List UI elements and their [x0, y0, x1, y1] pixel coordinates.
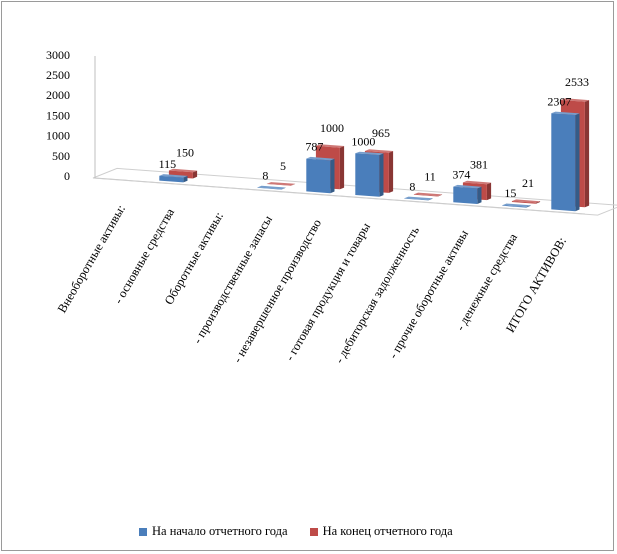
data-label: 2533 [565, 75, 589, 89]
legend-label-start: На начало отчетного года [152, 524, 288, 538]
bar-side [388, 151, 394, 193]
bar-start [404, 196, 433, 201]
bar-top [453, 184, 482, 189]
bar-start [551, 111, 580, 212]
y-tick-label: 0 [64, 169, 70, 183]
bar-side [281, 187, 286, 190]
bar-top [355, 151, 384, 156]
bar-top [168, 168, 198, 173]
bar-front [413, 194, 438, 197]
bar-side [486, 182, 492, 201]
data-label: 8 [409, 179, 415, 193]
bar-side [535, 201, 541, 204]
bar-top [159, 174, 188, 178]
data-label: 115 [159, 157, 177, 171]
floor [92, 167, 617, 216]
bar-side [379, 153, 384, 197]
bar-top [413, 192, 443, 197]
data-label: 1000 [351, 134, 375, 148]
bar-front [453, 186, 478, 204]
data-label: 374 [452, 168, 470, 182]
bar-side [339, 146, 345, 190]
bar-top [551, 111, 580, 115]
bar-side [477, 186, 482, 204]
bar-start [502, 203, 531, 208]
bar-start [355, 151, 384, 197]
bar-side [183, 175, 188, 183]
bar-top [462, 180, 492, 185]
bar-start [453, 184, 482, 204]
data-label: 381 [470, 158, 488, 172]
data-label: 5 [280, 159, 286, 173]
bar-front [257, 187, 282, 190]
bar-front [511, 201, 536, 204]
bar-side [290, 183, 296, 186]
category-label: - незавершенное производство [230, 217, 324, 366]
bar-top [502, 203, 531, 207]
y-tick-label: 2500 [46, 68, 70, 82]
bar-side [584, 100, 590, 208]
bar-top [511, 199, 541, 203]
bar-start [257, 185, 286, 190]
bar-side [575, 113, 580, 212]
legend-item-end: На конец отчетного года [309, 524, 453, 539]
data-label: 15 [504, 186, 516, 200]
data-label: 21 [522, 176, 534, 190]
data-label: 965 [372, 126, 390, 140]
legend-item-start: На начало отчетного года [139, 524, 288, 539]
bar-top [257, 185, 286, 190]
bar-top [404, 196, 433, 200]
legend: На начало отчетного года На конец отчетн… [139, 524, 475, 539]
legend-swatch-start [139, 527, 147, 536]
bar-front [266, 183, 291, 186]
bar-end [511, 199, 541, 204]
bar-side [428, 198, 433, 201]
bar-front [551, 113, 576, 212]
bar-top [306, 156, 335, 161]
data-label: 2307 [547, 94, 571, 108]
bar-top [364, 149, 394, 153]
bar-side [330, 158, 335, 194]
data-label: 787 [305, 140, 323, 154]
bar-side [526, 205, 531, 208]
bar-start [159, 174, 188, 183]
bar-start [306, 156, 335, 194]
data-label: 8 [262, 169, 268, 183]
bar-front [404, 198, 429, 201]
bar-front [159, 175, 184, 183]
y-tick-label: 500 [52, 149, 70, 163]
bar-top [266, 182, 296, 186]
y-tick-label: 1000 [46, 129, 70, 143]
y-tick-label: 3000 [46, 48, 70, 62]
bar-front [306, 158, 331, 194]
y-tick-label: 2000 [46, 88, 70, 102]
y-tick-label: 1500 [46, 108, 70, 122]
data-label: 150 [176, 146, 194, 160]
bar-front [355, 153, 380, 197]
bar-end [413, 192, 443, 197]
bar-end [266, 182, 296, 186]
bar-side [437, 194, 443, 197]
data-label: 1000 [320, 121, 344, 135]
bar-front [502, 205, 527, 208]
legend-swatch-end [309, 527, 318, 536]
bar-top [315, 144, 345, 148]
data-label: 11 [424, 169, 436, 183]
legend-label-end: На конец отчетного года [322, 524, 453, 538]
category-label: - готовая продукция и товары [282, 220, 373, 363]
bar-top [560, 98, 590, 102]
bar-side [192, 170, 198, 179]
